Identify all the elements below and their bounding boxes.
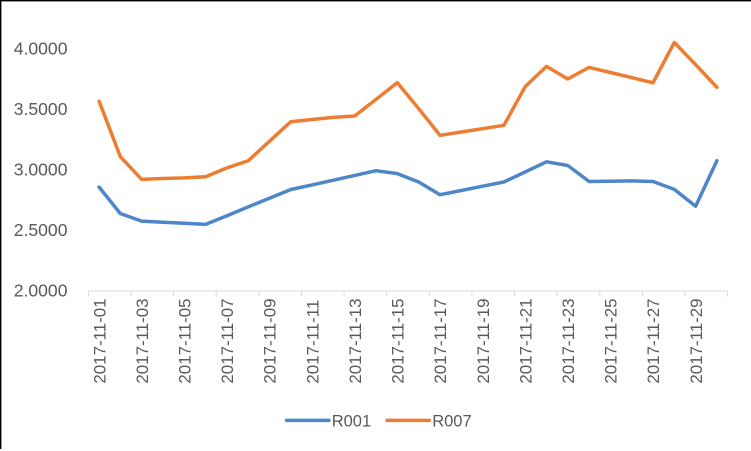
svg-text:R001: R001 [332, 412, 371, 430]
svg-text:2017-11-01: 2017-11-01 [90, 298, 109, 383]
svg-text:2017-11-21: 2017-11-21 [516, 298, 535, 383]
svg-text:2017-11-07: 2017-11-07 [218, 298, 237, 383]
svg-text:2017-11-05: 2017-11-05 [176, 298, 195, 383]
svg-text:3.5000: 3.5000 [14, 99, 68, 119]
svg-text:2.5000: 2.5000 [14, 220, 68, 240]
svg-text:2017-11-23: 2017-11-23 [559, 298, 578, 383]
svg-text:2017-11-25: 2017-11-25 [602, 298, 621, 383]
svg-text:2017-11-17: 2017-11-17 [431, 298, 450, 383]
svg-text:2017-11-13: 2017-11-13 [346, 298, 365, 383]
svg-text:2017-11-19: 2017-11-19 [474, 298, 493, 383]
svg-text:R007: R007 [432, 412, 471, 430]
svg-text:2017-11-15: 2017-11-15 [389, 298, 408, 383]
svg-text:2017-11-03: 2017-11-03 [133, 298, 152, 383]
svg-text:3.0000: 3.0000 [14, 160, 68, 180]
svg-text:2017-11-11: 2017-11-11 [303, 300, 322, 384]
svg-text:2017-11-09: 2017-11-09 [261, 298, 280, 383]
svg-text:2017-11-27: 2017-11-27 [644, 298, 663, 383]
svg-text:2017-11-29: 2017-11-29 [687, 298, 706, 383]
svg-text:2.0000: 2.0000 [14, 281, 68, 301]
svg-text:4.0000: 4.0000 [14, 38, 68, 58]
